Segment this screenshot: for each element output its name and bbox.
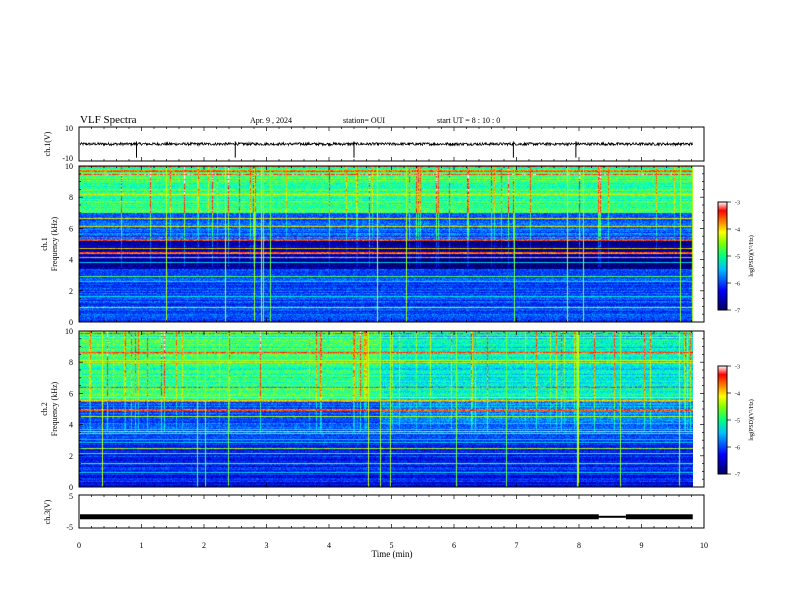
y-tick-label: 6 — [69, 224, 73, 233]
figure-title: VLF Spectra — [80, 114, 137, 126]
x-tick-label: 2 — [202, 541, 206, 550]
ch1-spectrogram-image — [79, 166, 693, 322]
colorbar-tick-label: -6 — [735, 282, 740, 288]
y-tick-label: 2 — [69, 452, 73, 461]
x-tick-label: 9 — [640, 541, 644, 550]
y-tick-label: 0 — [69, 483, 73, 492]
ch1-ytick-top: 10 — [65, 124, 73, 133]
ch1-waveform-trace — [79, 141, 693, 158]
x-tick-label: 10 — [700, 541, 708, 550]
ch3-waveform-segment — [80, 514, 599, 520]
ch2-colorbar-label: log(PSD)(V²/Hz) — [748, 399, 755, 440]
ch1-colorbar-ticks: -3 -4 -5 -6 -7 — [727, 201, 740, 315]
station-label: station= OUI — [343, 116, 385, 125]
x-tick-label: 1 — [140, 541, 144, 550]
ch3-waveform-segment — [625, 514, 693, 520]
time-axis-label: Time (min) — [372, 549, 413, 559]
ch1-ytick-bottom: -10 — [62, 154, 73, 163]
y-tick-label: 10 — [65, 162, 73, 171]
ch2-colorbar — [718, 366, 727, 474]
x-tick-label: 7 — [515, 541, 519, 550]
y-tick-label: 4 — [69, 421, 73, 430]
date-label: Apr. 9 , 2024 — [250, 116, 292, 125]
colorbar-tick-label: -3 — [735, 365, 740, 371]
ch1-spectrogram-yticks: 0 2 4 6 8 10 — [65, 162, 704, 327]
ch2-colorbar-ticks: -3 -4 -5 -6 -7 — [727, 365, 740, 479]
x-tick-label: 6 — [452, 541, 456, 550]
time-axis-ticks — [78, 127, 705, 528]
ch1-waveform-panel: 10 -10 ch.1(V) — [43, 124, 705, 163]
ch2-spectrogram-image — [79, 331, 693, 487]
ch2-spectrogram-yticks: 0 2 4 6 8 10 — [65, 327, 704, 492]
ch1-colorbar — [718, 202, 727, 310]
y-tick-label: 8 — [69, 193, 73, 202]
ch1-spectrogram-ylabel: Frequency (kHz) — [50, 216, 59, 271]
ch3-waveform-ylabel: ch.3(V) — [43, 499, 52, 524]
ch3-ytick-bottom: -5 — [66, 523, 73, 532]
ch3-ytick-top: 5 — [69, 492, 73, 501]
colorbar-tick-label: -6 — [735, 446, 740, 452]
ch2-spectrogram-channel: ch.2 — [40, 402, 49, 416]
ch3-waveform-segment — [597, 515, 626, 518]
ch3-waveform-panel: 5 -5 ch.3(V) — [43, 492, 705, 532]
y-tick-label: 10 — [65, 327, 73, 336]
colorbar-tick-label: -5 — [735, 255, 740, 261]
colorbar-tick-label: -5 — [735, 419, 740, 425]
x-tick-label: 5 — [390, 541, 394, 550]
ch3-waveform-frame — [78, 494, 705, 529]
ch1-spectrogram-channel: ch.1 — [40, 237, 49, 251]
colorbar-tick-label: -4 — [735, 392, 740, 398]
x-tick-label: 3 — [265, 541, 269, 550]
colorbar-tick-label: -7 — [735, 309, 740, 315]
x-tick-label: 8 — [577, 541, 581, 550]
y-tick-label: 8 — [69, 358, 73, 367]
ch3-waveform-trace — [80, 514, 693, 520]
ch1-colorbar-label: log(PSD)(V²/Hz) — [748, 235, 755, 276]
y-tick-label: 6 — [69, 389, 73, 398]
y-tick-label: 2 — [69, 287, 73, 296]
colorbar-tick-label: -7 — [735, 473, 740, 479]
y-tick-label: 0 — [69, 318, 73, 327]
ch1-waveform-ylabel: ch.1(V) — [43, 131, 52, 156]
figure-header: VLF Spectra Apr. 9 , 2024 station= OUI s… — [80, 114, 500, 126]
ch2-spectrogram-ylabel: Frequency (kHz) — [50, 381, 59, 436]
x-tick-label: 4 — [327, 541, 331, 550]
colorbar-tick-label: -3 — [735, 201, 740, 207]
time-axis-tick-labels: 0 1 2 3 4 5 6 7 8 9 10 — [77, 541, 708, 550]
y-tick-label: 4 — [69, 256, 73, 265]
start-time-label: start UT = 8 : 10 : 0 — [437, 116, 500, 125]
x-tick-label: 0 — [77, 541, 81, 550]
ch1-waveform-line — [79, 141, 693, 147]
colorbar-tick-label: -4 — [735, 228, 740, 234]
